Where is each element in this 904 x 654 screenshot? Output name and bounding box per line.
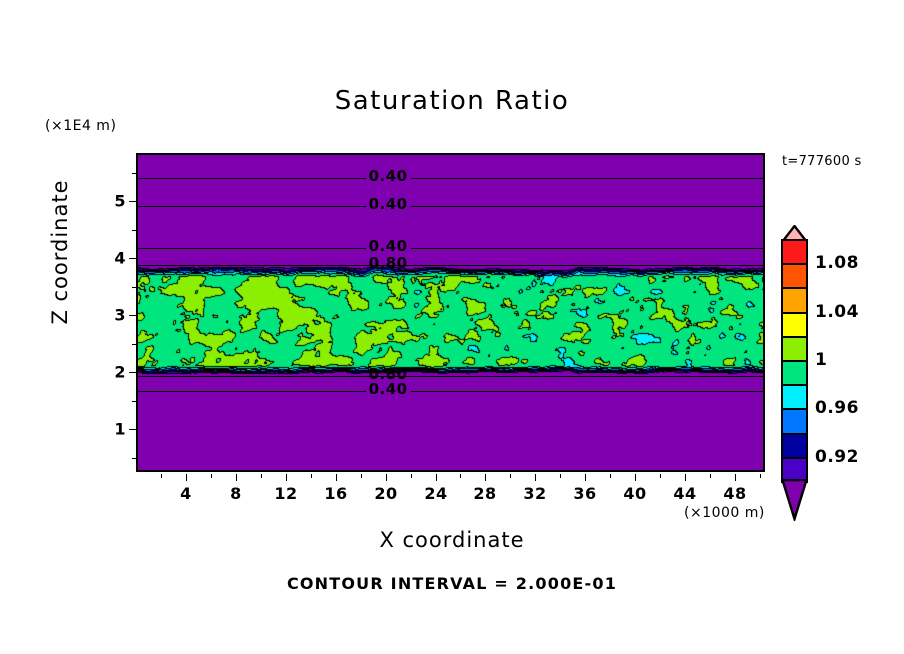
x-axis-minor-tick <box>460 474 461 478</box>
contour-line <box>138 376 763 377</box>
x-axis-minor-tick <box>261 474 262 478</box>
x-axis-tick <box>286 474 287 481</box>
contour-label: 0.40 <box>365 168 411 184</box>
x-axis-minor-tick <box>710 474 711 478</box>
x-axis-tick <box>735 474 736 481</box>
x-axis-minor-tick <box>411 474 412 478</box>
x-axis-tick <box>585 474 586 481</box>
x-axis-title: X coordinate <box>379 528 525 552</box>
colorbar-down-arrow-icon <box>780 478 809 524</box>
x-axis-tick <box>386 474 387 481</box>
colorbar-band <box>781 335 808 362</box>
x-axis-tick-label: 48 <box>723 484 747 503</box>
y-axis-tick <box>129 315 136 316</box>
contour-plot-area[interactable]: 0.40 0.40 0.40 0.80 0.80 0.40 <box>136 153 765 472</box>
colorbar-band <box>781 408 808 435</box>
x-axis-tick-label: 4 <box>180 484 192 503</box>
colorbar-tick-label: 1.04 <box>815 301 859 322</box>
y-axis-tick-label: 3 <box>114 305 126 325</box>
y-axis-tick <box>129 258 136 259</box>
x-axis-tick <box>485 474 486 481</box>
y-axis-minor-tick <box>132 173 136 174</box>
x-axis-tick-label: 40 <box>623 484 647 503</box>
colorbar-band <box>781 239 808 266</box>
y-axis-title: Z coordinate <box>48 179 72 325</box>
x-axis-minor-tick <box>760 474 761 478</box>
colorbar[interactable] <box>781 239 808 483</box>
x-axis: 4 8 12 16 20 24 28 32 36 40 44 48 <box>136 474 765 514</box>
x-axis-tick-label: 12 <box>274 484 298 503</box>
x-axis-tick-label: 28 <box>473 484 497 503</box>
contour-line <box>138 265 763 266</box>
contour-line <box>138 248 763 249</box>
y-axis: 1 2 3 4 5 <box>96 153 136 472</box>
x-axis-minor-tick <box>510 474 511 478</box>
y-axis-tick-label: 2 <box>114 362 126 382</box>
x-axis-tick-label: 8 <box>230 484 242 503</box>
x-axis-minor-tick <box>161 474 162 478</box>
contour-line <box>138 391 763 392</box>
x-axis-tick-label: 16 <box>324 484 348 503</box>
x-axis-tick <box>635 474 636 481</box>
colorbar-tick-label: 1 <box>815 350 828 370</box>
page-title: Saturation Ratio <box>334 86 570 116</box>
x-axis-tick-label: 44 <box>673 484 697 503</box>
y-axis-minor-tick <box>132 401 136 402</box>
y-axis-tick-label: 5 <box>114 191 126 211</box>
colorbar-tick-label: 0.96 <box>815 398 859 419</box>
y-axis-tick-label: 4 <box>114 248 126 268</box>
y-axis-minor-tick <box>132 458 136 459</box>
contour-label: 0.40 <box>365 197 411 213</box>
colorbar-bottom-arrow <box>780 478 809 524</box>
y-axis-tick <box>129 372 136 373</box>
x-axis-tick <box>236 474 237 481</box>
y-axis-tick <box>129 429 136 430</box>
colorbar-band <box>781 432 808 459</box>
contour-line <box>138 178 763 179</box>
y-axis-minor-tick <box>132 287 136 288</box>
x-axis-tick <box>535 474 536 481</box>
contour-label: 0.80 <box>368 253 408 272</box>
y-axis-tick-label: 1 <box>114 419 126 439</box>
x-axis-minor-tick <box>211 474 212 478</box>
x-axis-tick <box>685 474 686 481</box>
colorbar-band <box>781 384 808 411</box>
colorbar-tick-label: 1.08 <box>815 253 859 274</box>
colorbar-band <box>781 311 808 338</box>
contour-label: 0.80 <box>368 365 408 384</box>
x-axis-minor-tick <box>610 474 611 478</box>
y-axis-minor-tick <box>132 230 136 231</box>
contour-label: 0.40 <box>365 382 411 398</box>
x-axis-tick-label: 20 <box>374 484 398 503</box>
timestamp-label: t=777600 s <box>782 154 862 169</box>
x-axis-tick-label: 32 <box>523 484 547 503</box>
x-axis-tick-label: 36 <box>573 484 597 503</box>
x-axis-tick <box>336 474 337 481</box>
y-axis-tick <box>129 201 136 202</box>
saturation-field-canvas <box>138 155 763 470</box>
x-axis-tick <box>436 474 437 481</box>
colorbar-band <box>781 287 808 314</box>
x-axis-tick <box>186 474 187 481</box>
x-axis-minor-tick <box>311 474 312 478</box>
x-axis-tick-label: 24 <box>424 484 448 503</box>
colorbar-band <box>781 360 808 387</box>
y-axis-minor-tick <box>132 344 136 345</box>
x-axis-minor-tick <box>660 474 661 478</box>
colorbar-tick-label: 0.92 <box>815 446 859 467</box>
contour-line <box>138 206 763 207</box>
colorbar-band <box>781 263 808 290</box>
contour-interval-caption: CONTOUR INTERVAL = 2.000E-01 <box>286 574 618 593</box>
x-axis-minor-tick <box>560 474 561 478</box>
x-axis-minor-tick <box>361 474 362 478</box>
y-axis-unit-label: (×1E4 m) <box>45 118 117 134</box>
contour-label: 0.40 <box>365 238 411 254</box>
x-axis-unit-label: (×1000 m) <box>684 505 765 521</box>
colorbar-band <box>781 456 808 483</box>
